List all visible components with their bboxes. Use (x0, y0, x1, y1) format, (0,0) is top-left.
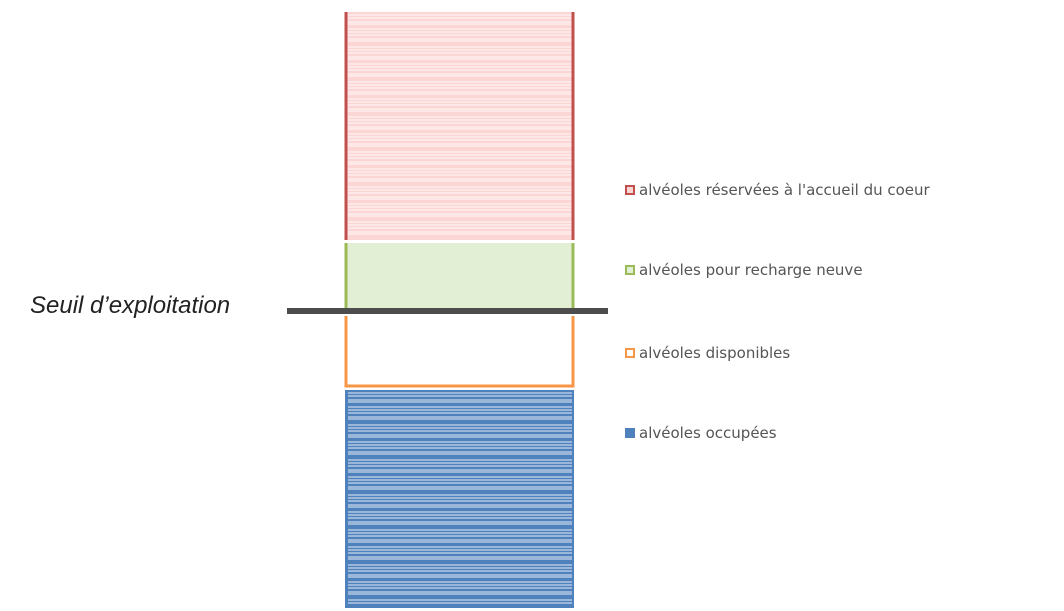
segment-occupied (345, 390, 574, 608)
segment-occupied-stripes (348, 392, 572, 604)
threshold-label: Seuil d’exploitation (30, 292, 231, 319)
segment-available (344, 316, 575, 388)
legend-swatch-available (625, 348, 635, 358)
legend-swatch-new-reload (625, 265, 635, 275)
legend-item-occupied: alvéoles occupées (625, 421, 777, 445)
segment-reserved-core-stripes (348, 14, 572, 235)
legend-item-available: alvéoles disponibles (625, 341, 790, 365)
segment-reserved-core (344, 12, 575, 240)
legend-label-available: alvéoles disponibles (639, 344, 791, 362)
legend-label-new-reload: alvéoles pour recharge neuve (639, 261, 863, 279)
legend-item-new-reload: alvéoles pour recharge neuve (625, 258, 863, 282)
legend-swatch-occupied (625, 428, 635, 438)
legend-swatch-reserved-core (625, 185, 635, 195)
legend-label-occupied: alvéoles occupées (639, 424, 777, 442)
segment-reserved-core-fill (345, 12, 574, 240)
segment-occupied-fill (345, 390, 574, 608)
segment-available-outline (344, 316, 575, 388)
legend-item-reserved-core: alvéoles réservées à l'accueil du coeur (625, 178, 930, 202)
segment-new-reload-fill (345, 243, 574, 308)
legend-label-reserved-core: alvéoles réservées à l'accueil du coeur (639, 181, 930, 199)
segment-new-reload (344, 243, 575, 308)
